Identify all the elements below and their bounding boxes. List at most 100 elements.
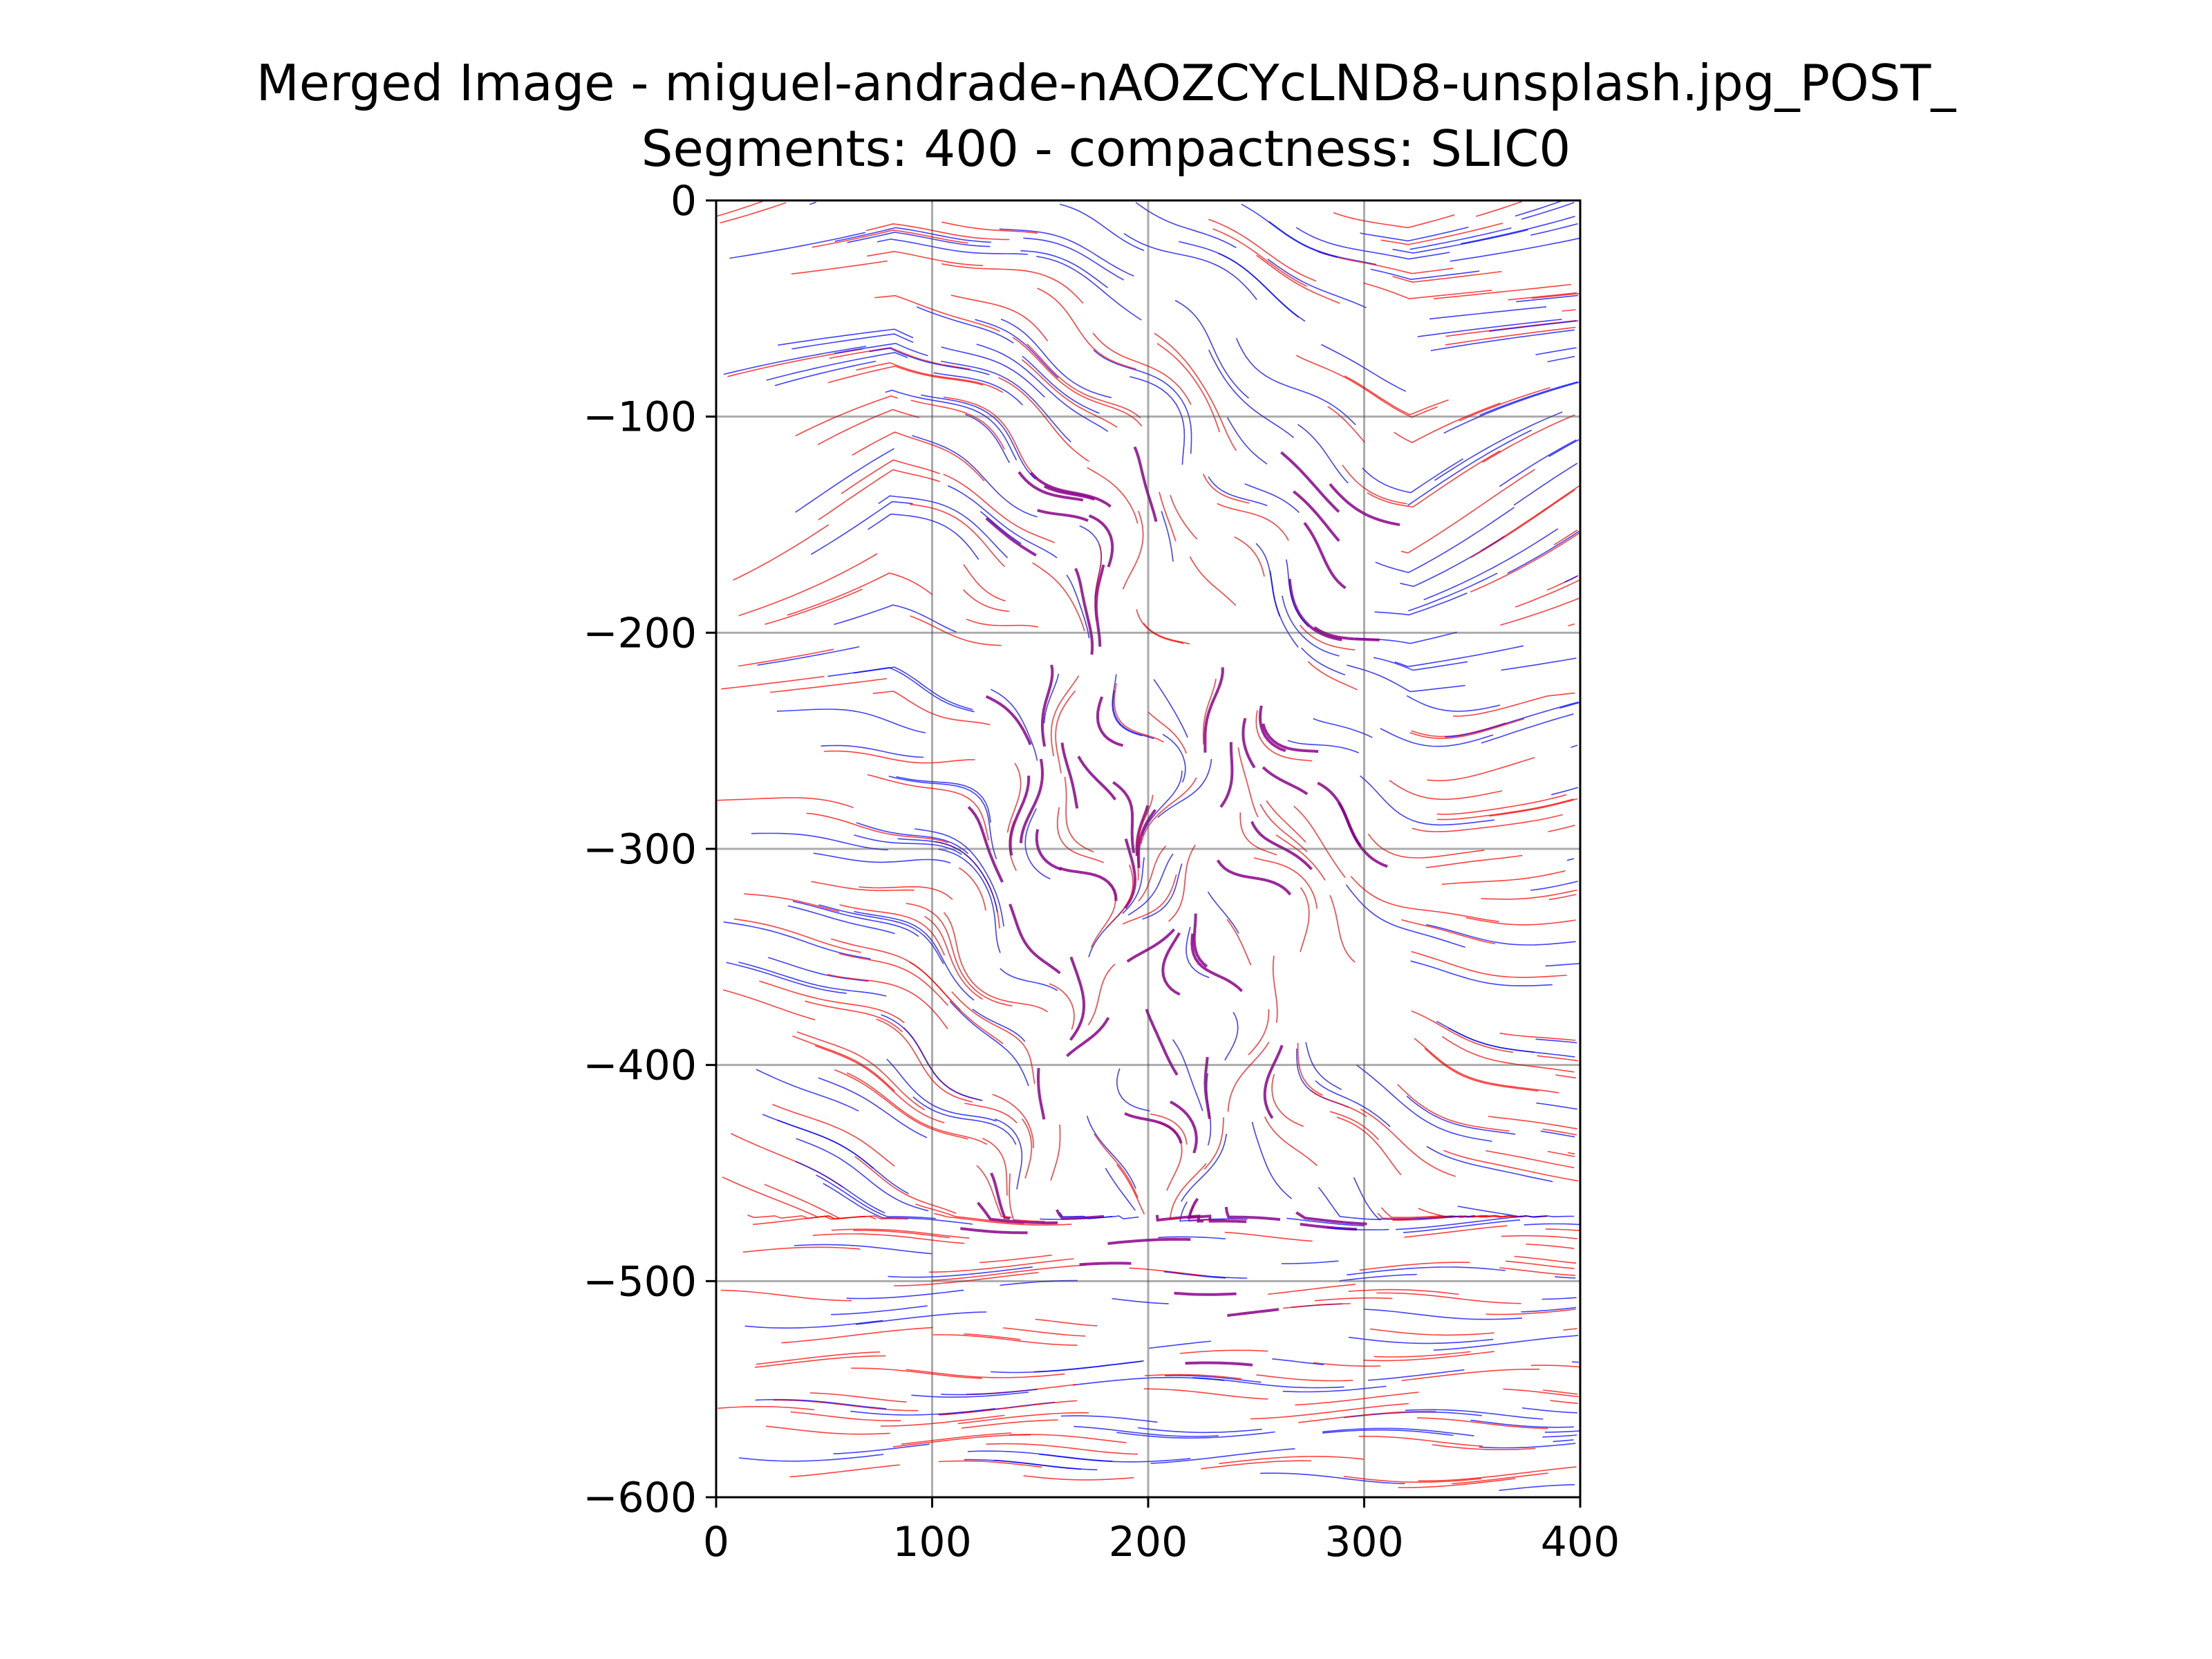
streamline [1550,1400,1578,1404]
streamline [1060,1415,1158,1423]
streamline [1318,251,1454,274]
streamline [1141,770,1183,836]
streamline [1313,626,1380,641]
streamline [1094,564,1105,647]
streamline [838,953,948,1006]
streamline [1105,1168,1136,1211]
streamline [1264,1116,1318,1166]
streamline [733,524,830,581]
streamline [1174,1291,1237,1296]
streamline [1522,1407,1577,1414]
streamline [1313,1362,1381,1367]
streamline [977,1201,1058,1225]
streamline [888,776,997,859]
streamline [1443,1150,1579,1182]
streamline [1037,288,1136,370]
streamline [1112,690,1154,740]
streamline [1275,834,1326,881]
streamline [1059,203,1145,252]
streamline [765,588,863,625]
streamline [1112,674,1143,737]
streamline [774,360,877,386]
streamline [1360,1108,1456,1177]
streamline [929,1258,1074,1273]
streamline [1156,343,1221,433]
y-tick-label: −600 [583,1474,697,1522]
streamline [1553,1439,1574,1443]
streamline [1499,1484,1575,1491]
streamline [1162,733,1186,782]
streamline [1348,1336,1494,1344]
streamline [1256,1374,1353,1382]
streamline [1127,853,1174,916]
streamline [976,1165,1012,1218]
streamline [1090,883,1116,948]
streamline [1161,932,1181,996]
streamline [790,1411,901,1422]
streamline [1024,808,1051,880]
streamline [720,202,787,224]
streamline [1187,1197,1247,1224]
streamline [1418,1466,1577,1482]
streamline [834,342,928,357]
streamline [1317,781,1362,847]
streamline [947,485,1058,559]
streamline [850,1408,995,1416]
streamline [1433,283,1572,299]
streamline [722,1177,866,1220]
streamline [909,962,1004,1044]
streamline [755,1355,886,1368]
streamline [795,395,898,437]
streamline [1250,821,1313,870]
streamline [738,1454,884,1462]
streamline [1540,1130,1575,1138]
streamline [744,893,839,912]
streamline [1295,227,1450,260]
streamline [1542,1128,1577,1136]
y-tick-label: −300 [583,825,697,874]
streamline [1298,1411,1436,1423]
streamline [818,469,940,521]
streamline [1138,845,1167,902]
y-tick-label: −500 [583,1257,697,1306]
streamline [912,1096,1017,1145]
streamline [1040,664,1054,747]
streamline [834,1069,968,1140]
streamline [1353,1177,1475,1220]
streamline [1286,1217,1365,1227]
streamline [1470,489,1575,559]
streamline [1239,812,1277,856]
streamline [1021,359,1118,428]
streamline [1281,1260,1339,1264]
streamline [1363,1309,1523,1320]
streamline [1566,858,1574,861]
streamline [941,1389,1038,1396]
streamline [859,885,953,900]
streamline [1219,1456,1364,1465]
streamline [795,448,894,513]
streamline [1299,624,1356,650]
streamline [910,400,1005,450]
streamline [1179,1349,1268,1354]
streamline [972,1009,1026,1042]
streamline [1374,592,1468,616]
streamline [1536,1102,1577,1110]
streamline [841,459,940,494]
streamline [1116,1431,1275,1439]
streamline [1516,294,1578,303]
streamline [1124,838,1137,909]
streamline [772,1103,895,1167]
streamline [1153,679,1188,738]
streamline [1293,490,1340,542]
streamline [742,1246,861,1253]
streamline [1416,1417,1548,1430]
streamline [812,229,968,248]
streamline [764,1183,909,1220]
streamline [1501,657,1577,671]
streamline [1329,1111,1379,1141]
streamline [885,389,1018,461]
streamline [1453,692,1575,717]
y-axis: 0 −100 −200 −300 −400 −500 −600 [583,177,716,1522]
streamline [846,1072,987,1145]
streamline [1000,318,1112,399]
